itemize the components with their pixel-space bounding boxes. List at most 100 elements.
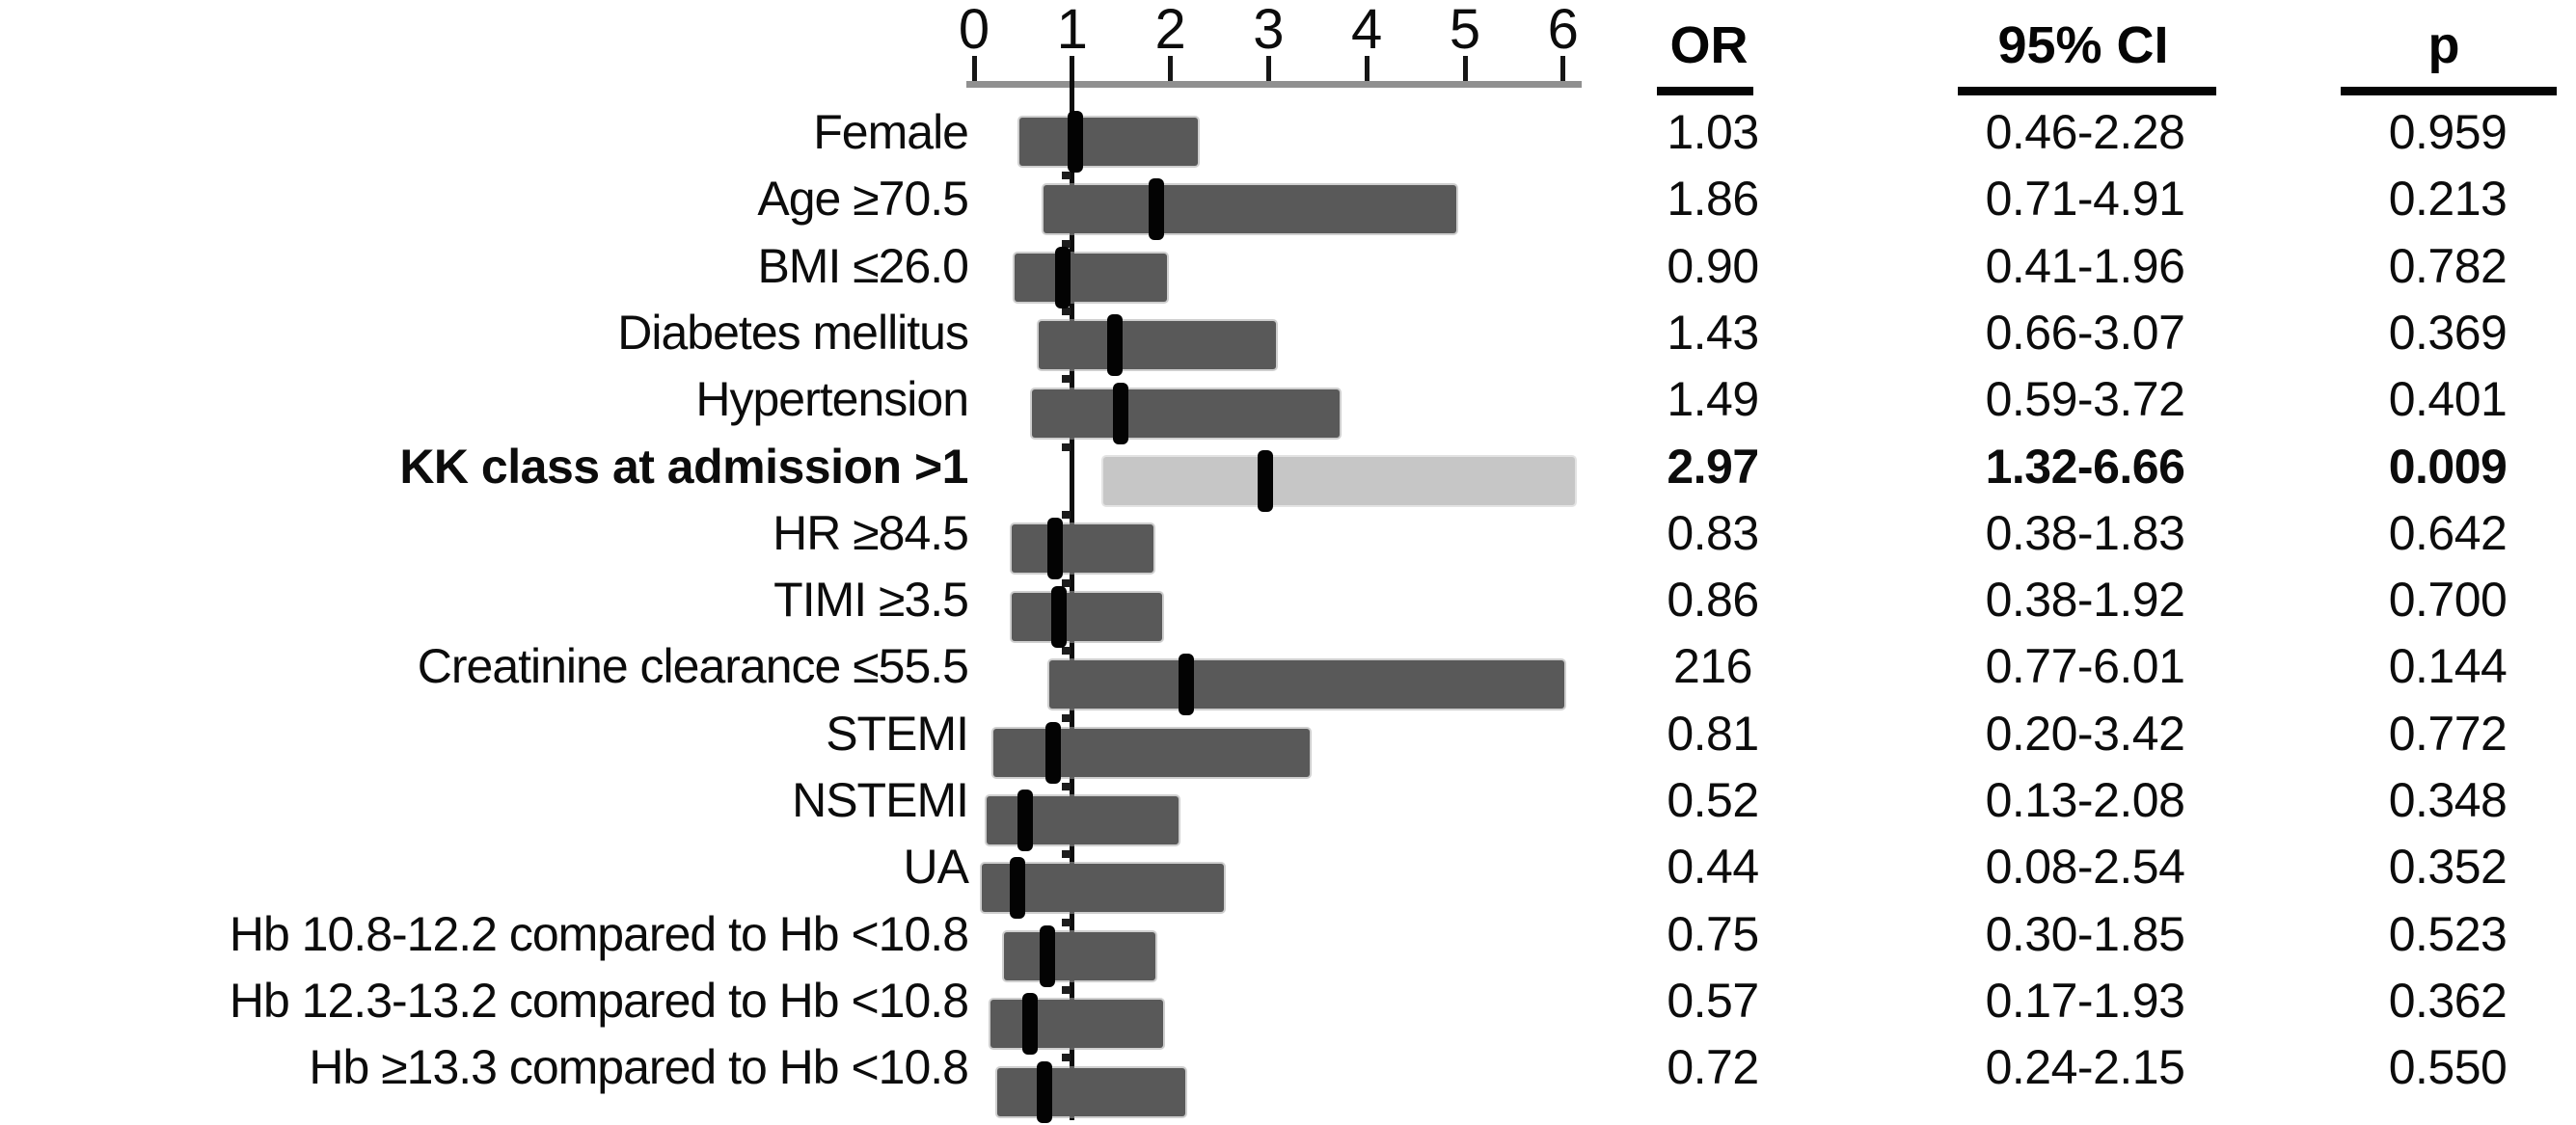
point-estimate-marker: [1040, 924, 1056, 987]
axis-tick: [971, 56, 977, 81]
or-value: 0.52: [1667, 773, 1759, 827]
ci-value: 0.38-1.83: [1985, 505, 2185, 560]
axis-tick-label: 6: [1547, 0, 1579, 61]
or-value: 1.49: [1667, 372, 1759, 427]
axis-tick-label: 5: [1449, 0, 1481, 61]
row-label: Diabetes mellitus: [617, 305, 969, 360]
axis-tick-label: 2: [1154, 0, 1186, 61]
row-label: STEMI: [826, 706, 969, 761]
p-value: 0.144: [2388, 639, 2508, 694]
ci-bar: [1049, 660, 1564, 710]
ci-bar: [1014, 253, 1167, 302]
or-value: 0.90: [1667, 238, 1759, 293]
ci-bar: [1011, 592, 1163, 641]
or-value: 2.97: [1667, 439, 1759, 494]
ci-bar: [1003, 931, 1156, 980]
or-value: 0.44: [1667, 840, 1759, 895]
row-label: TIMI ≥3.5: [773, 573, 969, 628]
or-value: 1.86: [1667, 172, 1759, 227]
ci-value: 0.38-1.92: [1985, 573, 2185, 628]
p-value: 0.213: [2388, 172, 2508, 227]
ci-value: 0.59-3.72: [1985, 372, 2185, 427]
ci-bar-highlighted: [1103, 457, 1575, 505]
reference-line-dot: [1061, 918, 1071, 926]
reference-line-dot: [1061, 442, 1071, 451]
axis-tick-label: 4: [1351, 0, 1383, 61]
row-label: Hb ≥13.3 compared to Hb <10.8: [309, 1040, 969, 1095]
ci-value: 0.41-1.96: [1985, 238, 2185, 293]
ci-bar: [1039, 321, 1276, 370]
row-label: HR ≥84.5: [773, 505, 969, 560]
ci-bar: [990, 1000, 1164, 1049]
p-value: 0.550: [2388, 1040, 2508, 1095]
ci-bar: [1018, 118, 1199, 166]
row-label: BMI ≤26.0: [757, 238, 969, 293]
p-header-underline: [2341, 87, 2557, 95]
point-estimate-marker: [1112, 382, 1128, 444]
ci-value: 0.30-1.85: [1985, 906, 2185, 961]
p-value: 0.959: [2388, 105, 2508, 159]
p-value: 0.642: [2388, 505, 2508, 560]
ci-bar: [993, 728, 1311, 777]
reference-line-dot: [1061, 375, 1071, 384]
point-estimate-marker: [1054, 246, 1071, 308]
reference-line-or-1: [1070, 58, 1075, 1120]
x-axis-line: [966, 81, 1582, 88]
axis-tick-label: 0: [958, 0, 990, 61]
ci-bar: [987, 796, 1179, 844]
point-estimate-marker: [1022, 993, 1039, 1056]
p-value: 0.009: [2388, 439, 2508, 494]
row-label: NSTEMI: [792, 773, 969, 827]
reference-line-dot: [1061, 986, 1071, 994]
row-label: Creatinine clearance ≤55.5: [417, 639, 969, 694]
reference-line-dot: [1061, 782, 1071, 790]
ci-value: 0.13-2.08: [1985, 773, 2185, 827]
reference-line-dot: [1061, 308, 1071, 315]
point-estimate-marker: [1045, 721, 1062, 784]
axis-tick: [1265, 56, 1271, 81]
or-value: 1.43: [1667, 305, 1759, 360]
p-value: 0.369: [2388, 305, 2508, 360]
ci-value: 0.77-6.01: [1985, 639, 2185, 694]
ci-bar: [1044, 185, 1456, 234]
point-estimate-marker: [1009, 857, 1025, 920]
or-value: 0.57: [1667, 973, 1759, 1028]
row-label: Female: [813, 105, 969, 159]
ci-value: 0.08-2.54: [1985, 840, 2185, 895]
point-estimate-marker: [1149, 178, 1165, 241]
reference-line-dot: [1061, 714, 1071, 723]
row-label: KK class at admission >1: [399, 439, 968, 494]
p-value: 0.772: [2388, 706, 2508, 761]
ci-value: 0.17-1.93: [1985, 973, 2185, 1028]
or-value: 0.75: [1667, 906, 1759, 961]
point-estimate-marker: [1067, 111, 1083, 173]
reference-line-dot: [1061, 239, 1071, 248]
ci-value: 0.24-2.15: [1985, 1040, 2185, 1095]
reference-line-dot: [1061, 1054, 1071, 1062]
axis-tick: [1364, 56, 1369, 81]
axis-tick-label: 1: [1056, 0, 1088, 61]
or-column-header: OR: [1669, 16, 1749, 74]
ci-value: 0.46-2.28: [1985, 105, 2185, 159]
row-label: Hypertension: [695, 372, 969, 427]
point-estimate-marker: [1106, 314, 1123, 377]
point-estimate-marker: [1017, 790, 1033, 851]
row-label: Hb 12.3-13.2 compared to Hb <10.8: [229, 973, 969, 1028]
or-value: 0.81: [1667, 706, 1759, 761]
axis-tick-label: 3: [1253, 0, 1285, 61]
ci-value: 1.32-6.66: [1985, 439, 2185, 494]
point-estimate-marker: [1258, 450, 1274, 512]
ci-header-underline: [1958, 87, 2216, 95]
reference-line-dot: [1061, 511, 1071, 520]
or-header-underline: [1657, 87, 1753, 95]
p-value: 0.362: [2388, 973, 2508, 1028]
reference-line-dot: [1061, 172, 1071, 180]
row-label: UA: [903, 840, 969, 895]
point-estimate-marker: [1178, 654, 1194, 716]
or-value: 0.86: [1667, 573, 1759, 628]
p-value: 0.352: [2388, 840, 2508, 895]
ci-value: 0.71-4.91: [1985, 172, 2185, 227]
axis-tick: [1168, 56, 1174, 81]
or-value: 216: [1673, 639, 1752, 694]
row-label: Hb 10.8-12.2 compared to Hb <10.8: [229, 906, 969, 961]
